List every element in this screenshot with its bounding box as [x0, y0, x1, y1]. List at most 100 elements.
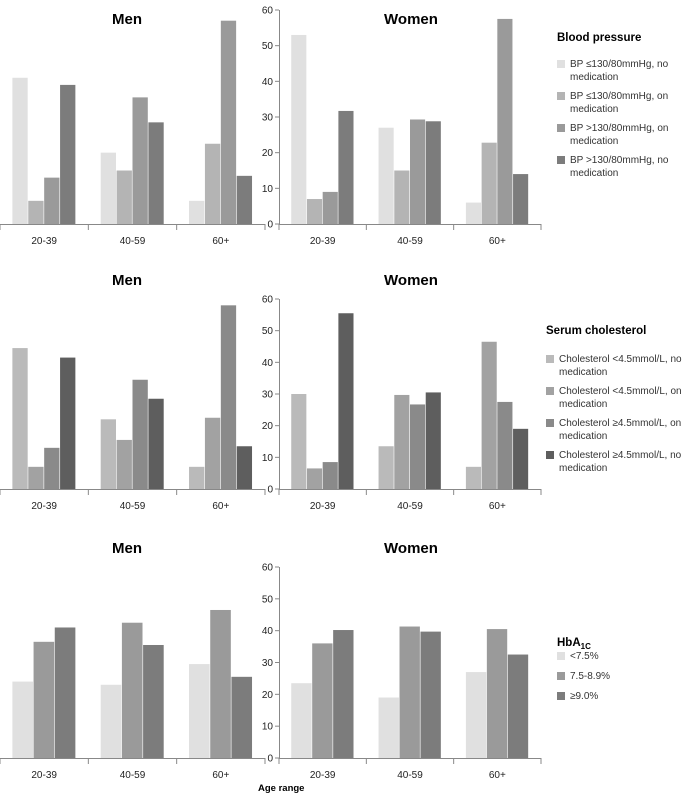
bar-40-59-series-4 [425, 392, 441, 489]
legend-row1: Blood pressure BP ≤130/80mmHg, no medicati… [557, 32, 669, 179]
bar-40-59-series-1 [378, 127, 394, 224]
legend-swatch [557, 124, 565, 132]
bar-40-59-series-3 [420, 631, 441, 758]
x-tick-label: 20-39 [31, 770, 57, 781]
bar-40-59-series-2 [394, 170, 410, 224]
x-tick-label: 60+ [212, 501, 229, 512]
bar-60+-series-1 [465, 202, 482, 224]
bar-40-59-series-1 [100, 419, 116, 489]
bar-20-39-series-1 [291, 683, 312, 758]
legend-entry: Cholesterol <4.5mmol/L, no medication [559, 354, 682, 378]
y-tick-label: 40 [262, 358, 274, 369]
y-tick-label: 60 [262, 295, 274, 306]
legend-row2: Serum cholesterol Cholesterol <4.5mmol/L,… [546, 325, 682, 474]
y-tick-label: 50 [262, 594, 274, 605]
y-tick-label: 40 [262, 626, 274, 637]
bar-40-59-series-3 [132, 379, 148, 489]
bar-60+-series-3 [231, 676, 253, 758]
legend-entry: ≥9.0% [570, 691, 598, 702]
x-tick-label: 60+ [212, 770, 229, 781]
legend-entry: Cholesterol ≥4.5mmol/L, on medication [559, 418, 681, 442]
y-tick-label: 0 [267, 485, 273, 496]
bar-20-39-series-1 [12, 681, 33, 758]
legend-entry: BP >130/80mmHg, no medication [570, 155, 669, 179]
bar-20-39-series-3 [54, 627, 76, 758]
x-tick-label: 20-39 [310, 770, 336, 781]
bar-20-39-series-3 [44, 177, 60, 224]
bar-20-39-series-3 [333, 630, 354, 758]
bar-60+-series-2 [210, 609, 231, 758]
panel-title: Men [112, 540, 142, 557]
bar-20-39-series-3 [322, 462, 338, 489]
panel-title: Men [112, 272, 142, 289]
x-tick-label: 40-59 [397, 770, 423, 781]
bar-20-39-series-1 [12, 348, 28, 489]
bar-60+-series-3 [220, 305, 237, 489]
chart-panel-women-row1: Women 20-39 40-59 60+ 0 10 20 30 40 50 60 [262, 6, 542, 247]
bar-40-59-series-1 [100, 684, 122, 758]
bar-60+-series-4 [513, 174, 529, 224]
bar-60+-series-3 [507, 654, 529, 758]
x-tick-label: 20-39 [310, 501, 336, 512]
bar-40-59-series-3 [132, 97, 148, 224]
x-tick-label: 40-59 [120, 770, 146, 781]
y-tick-label: 30 [262, 390, 274, 401]
y-tick-label: 20 [262, 421, 274, 432]
legends: Blood pressure BP ≤130/80mmHg, no medicati… [546, 32, 682, 702]
bar-40-59-series-3 [410, 119, 426, 224]
bar-60+-series-3 [220, 20, 237, 225]
bar-60+-series-2 [481, 341, 497, 489]
legend-swatch [557, 652, 565, 660]
bar-40-59-series-2 [394, 394, 410, 489]
bar-60+-series-1 [465, 672, 487, 758]
x-tick-label: 20-39 [310, 236, 336, 247]
bar-40-59-series-4 [425, 121, 441, 224]
x-tick-label: 40-59 [397, 501, 423, 512]
bar-20-39-series-4 [338, 110, 354, 224]
bar-40-59-series-4 [148, 398, 164, 489]
y-tick-label: 30 [262, 113, 274, 124]
bar-20-39-series-2 [28, 200, 44, 224]
bar-20-39-series-2 [306, 468, 323, 489]
y-tick-label: 40 [262, 77, 274, 88]
chart-panels: Men 20-39 40-59 60+ Women 20-39 40-59 60+ 0 10 20 3… [0, 6, 542, 781]
legend-entry: <7.5% [570, 651, 599, 662]
y-tick-label: 50 [262, 41, 274, 52]
legend-swatch [557, 692, 565, 700]
bar-40-59-series-2 [116, 170, 132, 224]
y-tick-label: 20 [262, 690, 274, 701]
legend-entry: BP >130/80mmHg, on medication [570, 123, 669, 147]
chart-panel-women-row3: Women 20-39 40-59 60+ 0 10 20 30 40 50 60 [262, 540, 542, 781]
bar-20-39-series-1 [12, 77, 28, 225]
chart-panel-men-row3: Men 20-39 40-59 60+ [0, 540, 266, 781]
x-tick-label: 60+ [489, 770, 506, 781]
x-tick-label: 20-39 [31, 236, 57, 247]
x-tick-label: 40-59 [120, 501, 146, 512]
panel-title: Women [384, 540, 438, 557]
bar-20-39-series-4 [60, 84, 76, 225]
y-tick-label: 20 [262, 148, 274, 159]
bar-40-59-series-1 [378, 446, 394, 489]
bar-20-39-series-4 [338, 313, 354, 489]
bar-20-39-series-3 [322, 191, 338, 224]
bar-20-39-series-2 [306, 199, 323, 224]
bar-40-59-series-1 [100, 152, 116, 224]
bar-60+-series-1 [189, 466, 205, 489]
panel-title: Women [384, 272, 438, 289]
chart-panel-women-row2: Women 20-39 40-59 60+ 0 10 20 30 40 50 60 [262, 272, 542, 512]
bar-60+-series-3 [497, 401, 513, 489]
y-tick-label: 10 [262, 184, 274, 195]
legend-swatch [557, 156, 565, 164]
panel-title: Men [112, 11, 142, 28]
bar-20-39-series-4 [60, 357, 76, 489]
bar-60+-series-4 [236, 446, 253, 489]
legend-entry: Cholesterol ≥4.5mmol/L, no medication [559, 450, 682, 474]
legend-row3: HbA1C<7.5% 7.5-8.9% ≥9.0% [557, 637, 610, 702]
bar-20-39-series-1 [291, 34, 307, 224]
bar-20-39-series-2 [33, 641, 55, 758]
bar-60+-series-2 [481, 142, 497, 224]
bar-40-59-series-4 [148, 122, 164, 224]
x-tick-label: 40-59 [120, 236, 146, 247]
legend-title: Blood pressure [557, 32, 641, 44]
